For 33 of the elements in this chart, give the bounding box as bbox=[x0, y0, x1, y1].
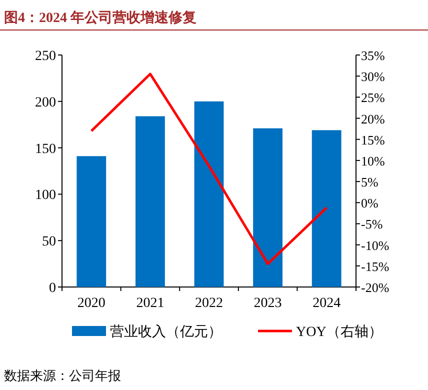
y2-tick-label: 30% bbox=[361, 69, 385, 84]
y-tick-label: 200 bbox=[35, 95, 56, 110]
bar bbox=[76, 156, 106, 287]
y2-tick-label: 35% bbox=[361, 48, 385, 63]
y2-tick-label: 5% bbox=[361, 174, 378, 190]
y-tick-label: 50 bbox=[42, 234, 56, 250]
y-tick-label: 0 bbox=[49, 281, 56, 296]
y2-tick-label: 10% bbox=[361, 153, 385, 168]
y2-tick-label: -15% bbox=[361, 258, 390, 274]
legend-label: 营业收入（亿元） bbox=[110, 324, 222, 340]
y2-tick-label: 15% bbox=[361, 132, 385, 148]
y-tick-label: 100 bbox=[35, 188, 56, 204]
y2-tick-label: -20% bbox=[361, 280, 390, 295]
bar bbox=[253, 128, 282, 287]
legend-label: YOY（右轴） bbox=[296, 324, 382, 340]
x-tick-label: 2023 bbox=[254, 296, 282, 311]
line-series bbox=[90, 72, 328, 266]
bar bbox=[194, 101, 224, 287]
bar bbox=[312, 130, 342, 287]
x-tick-label: 2024 bbox=[312, 296, 341, 311]
y-tick-label: 250 bbox=[35, 49, 56, 64]
y2-tick-label: -5% bbox=[361, 216, 383, 232]
y2-tick-label: 0% bbox=[361, 196, 378, 211]
bar bbox=[136, 116, 165, 287]
y2-tick-label: 25% bbox=[361, 90, 385, 106]
x-tick-label: 2022 bbox=[195, 296, 223, 311]
chart-title: 图4：2024 年公司营收增速修复 bbox=[4, 10, 196, 26]
x-tick-label: 2020 bbox=[77, 296, 106, 311]
y-tick-label: 150 bbox=[35, 142, 56, 157]
y2-tick-label: -10% bbox=[361, 238, 390, 253]
y2-tick-label: 20% bbox=[361, 111, 385, 126]
x-tick-label: 2021 bbox=[136, 296, 164, 311]
source-note: 数据来源：公司年报 bbox=[4, 368, 121, 383]
